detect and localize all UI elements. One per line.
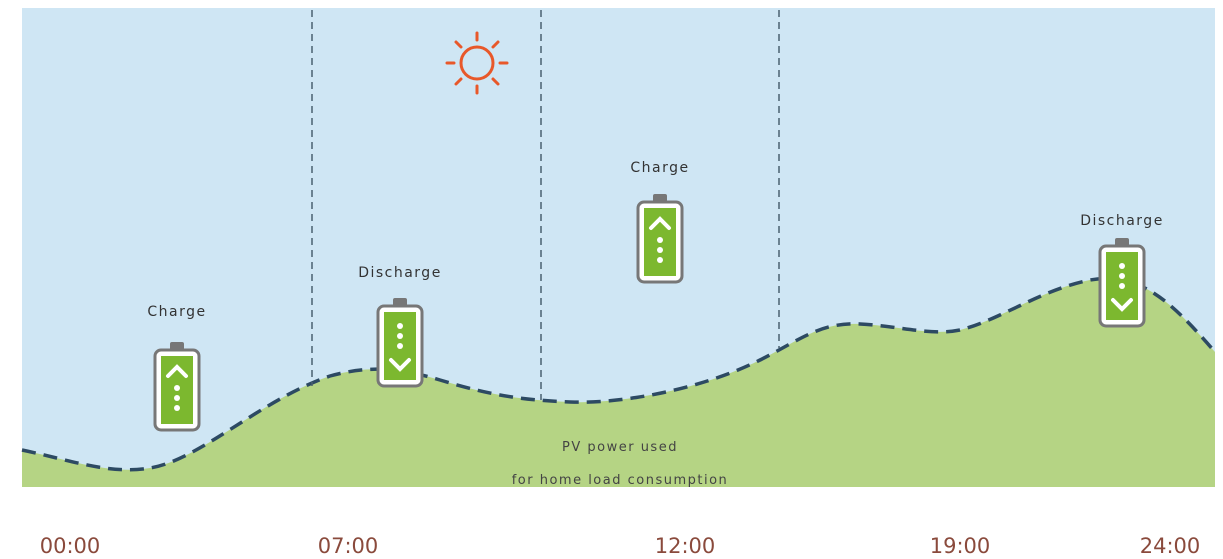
battery-dot — [657, 247, 663, 253]
pv-text: PV power used — [562, 440, 678, 455]
load-curve — [21, 277, 1217, 472]
battery-arrow — [1111, 298, 1133, 312]
sun-icon — [445, 31, 509, 95]
battery-dot — [1119, 263, 1125, 269]
time-label: 07:00 — [318, 534, 379, 558]
pv-area — [22, 278, 1215, 487]
battery-dot — [174, 405, 180, 411]
battery-icon — [376, 298, 424, 388]
battery-dot — [1119, 283, 1125, 289]
battery-dot — [397, 343, 403, 349]
battery-arrow — [649, 216, 671, 230]
dividers — [311, 10, 780, 400]
time-label: 12:00 — [655, 534, 716, 558]
battery-label: Discharge — [358, 265, 442, 281]
battery-label: Charge — [630, 160, 689, 176]
pv-text: for home load consumption — [512, 473, 729, 488]
battery-icon — [636, 194, 684, 284]
time-label: 00:00 — [40, 534, 101, 558]
battery-dot — [1119, 273, 1125, 279]
battery-dot — [657, 257, 663, 263]
battery-dot — [174, 385, 180, 391]
battery-label: Discharge — [1080, 213, 1164, 229]
battery-arrow — [166, 364, 188, 378]
battery-dot — [174, 395, 180, 401]
time-label: 24:00 — [1140, 534, 1201, 558]
battery-dot — [397, 333, 403, 339]
battery-dot — [657, 237, 663, 243]
battery-label: Charge — [147, 304, 206, 320]
battery-icon — [1098, 238, 1146, 328]
time-label: 19:00 — [930, 534, 991, 558]
battery-arrow — [389, 358, 411, 372]
battery-icon — [153, 342, 201, 432]
battery-dot — [397, 323, 403, 329]
